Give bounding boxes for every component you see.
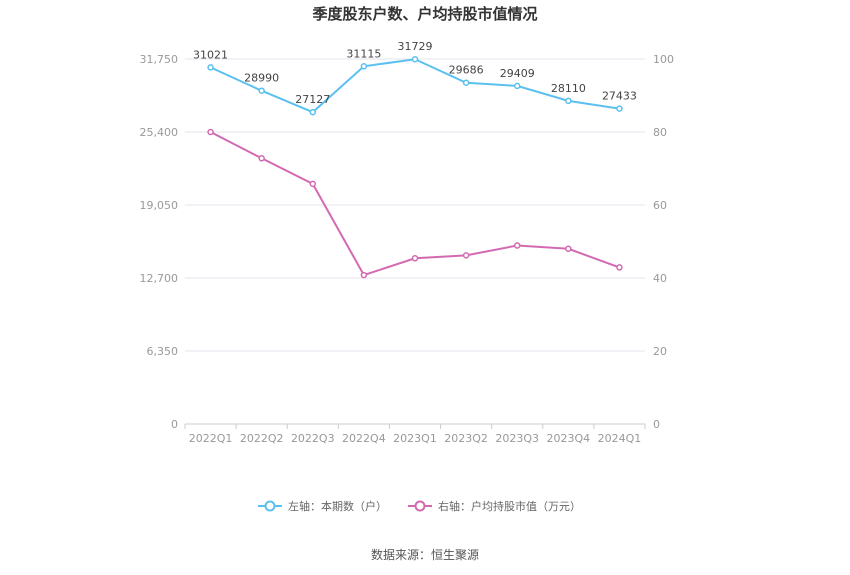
data-point [207,64,214,71]
legend-item: 右轴：户均持股市值（万元） [408,499,581,513]
data-label: 29686 [449,64,484,77]
data-label: 31021 [193,48,228,61]
chart-title: 季度股东户数、户均持股市值情况 [312,5,537,23]
right-tick-label: 20 [653,345,667,358]
data-point [411,55,419,63]
axes: 0 6,350 12,700 19,050 25,400 31,750 0 20 40 60 80 1… [140,53,675,445]
legend-marker [264,500,276,512]
data-point [258,155,265,162]
data-point [513,242,521,249]
data-point [513,82,521,90]
data-point [309,108,317,116]
legend-marker [414,500,426,512]
legend: 左轴：本期数（户） 右轴：户均持股市值（万元） [258,499,581,513]
left-tick-label: 6,350 [147,345,179,358]
data-point [616,105,623,112]
data-point [565,97,572,105]
data-point [616,264,623,271]
data-point [462,252,470,259]
data-label: 28990 [244,72,279,85]
data-label: 28110 [551,82,586,95]
data-point [258,87,265,94]
right-tick-label: 80 [653,126,667,139]
source-note: 数据来源：恒生聚源 [371,547,479,562]
data-point [360,63,368,70]
x-tick-label: 2023Q4 [547,432,591,445]
left-tick-label: 0 [171,418,178,431]
right-tick-label: 60 [653,199,667,212]
data-point [565,245,572,253]
x-tick-label: 2024Q1 [598,432,642,445]
series-layer: 31021 28990 27127 31115 31729 29686 29409 28110… [193,40,637,279]
legend-item: 左轴：本期数（户） [258,499,387,513]
data-label: 27433 [602,90,637,103]
right-tick-label: 100 [653,53,674,66]
legend-label: 左轴：本期数（户） [288,499,387,513]
data-point [360,271,368,279]
data-point [309,180,317,188]
x-tick-label: 2022Q4 [342,432,386,445]
data-point [462,79,470,86]
right-tick-label: 0 [653,418,660,431]
x-tick-label: 2023Q3 [495,432,539,445]
left-tick-label: 12,700 [140,272,179,285]
right-tick-label: 40 [653,272,667,285]
legend-label: 右轴：户均持股市值（万元） [438,499,581,513]
series-line [210,131,620,277]
data-point [411,255,419,262]
x-tick-label: 2023Q2 [444,432,488,445]
x-tick-label: 2022Q3 [291,432,335,445]
left-tick-label: 31,750 [140,53,179,66]
series-avg-holding-value [207,128,623,279]
data-label: 31729 [398,40,433,53]
x-tick-label: 2022Q2 [240,432,284,445]
data-label: 29409 [500,67,535,80]
left-tick-label: 19,050 [140,199,179,212]
data-point [207,128,214,136]
data-label: 27127 [295,93,330,106]
left-tick-label: 25,400 [140,126,179,139]
series-shareholders: 31021 28990 27127 31115 31729 29686 29409 28110… [193,40,637,116]
x-tick-label: 2023Q1 [393,432,437,445]
data-label: 31115 [346,47,381,60]
x-tick-label: 2022Q1 [189,432,233,445]
